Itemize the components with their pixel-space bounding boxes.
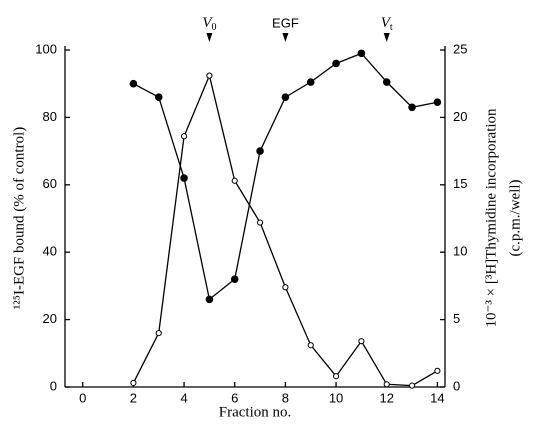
data-point: [307, 342, 314, 349]
y-tick-label: 60: [43, 176, 57, 191]
data-point: [281, 93, 290, 101]
data-point: [358, 338, 365, 345]
x-tick-label: 14: [430, 390, 444, 405]
annotation-arrow: [383, 33, 390, 42]
y2-tick-label: 25: [453, 41, 467, 56]
x-axis-label: Fraction no.: [219, 404, 292, 420]
annotation-label: V: [381, 15, 392, 31]
x-tick-label: 0: [79, 390, 86, 405]
data-point: [180, 133, 188, 140]
annotation-subscript: t: [390, 22, 393, 33]
series-line: [132, 73, 438, 387]
data-point: [382, 78, 391, 86]
y2-axis-label: (c.p.m./well): [507, 179, 523, 256]
data-point: [408, 382, 416, 389]
data-point: [155, 329, 162, 337]
data-point: [205, 295, 214, 304]
y2-axis-label: 10⁻³ × [³H]Thymidine incorporation: [483, 108, 499, 328]
y2-tick-label: 15: [453, 176, 467, 191]
y-tick-label: 100: [35, 41, 57, 56]
data-point: [230, 275, 239, 283]
data-point: [154, 93, 163, 101]
data-point: [332, 59, 340, 68]
data-point: [433, 98, 442, 107]
data-point: [129, 79, 138, 88]
data-point: [332, 373, 340, 380]
y2-tick-label: 0: [453, 378, 460, 393]
y2-tick-label: 10: [453, 244, 467, 259]
annotation: V0: [202, 15, 216, 33]
data-point: [256, 147, 264, 155]
x-tick-label: 6: [231, 390, 238, 405]
annotation-subscript: 0: [211, 22, 216, 33]
annotation-arrow: [282, 33, 289, 42]
data-point: [256, 219, 264, 226]
x-tick-label: 2: [130, 390, 137, 405]
data-point: [231, 177, 238, 184]
y-tick-label: 40: [43, 244, 57, 259]
data-point: [434, 367, 441, 374]
x-tick-label: 4: [180, 390, 187, 405]
data-point: [180, 174, 188, 182]
data-point: [206, 72, 213, 79]
annotation: EGF: [272, 15, 299, 30]
annotation-label: V: [202, 15, 213, 31]
annotation: Vt: [381, 15, 393, 33]
data-point: [408, 103, 416, 112]
x-tick-label: 8: [282, 390, 289, 405]
data-point: [306, 78, 315, 86]
y-tick-label: 80: [43, 109, 57, 124]
x-tick-label: 12: [379, 390, 393, 405]
y2-tick-label: 20: [453, 109, 467, 124]
annotation-arrow: [206, 33, 213, 42]
y-tick-label: 20: [43, 311, 57, 326]
y-axis-label: ¹²⁵I-EGF bound (% of control): [11, 127, 27, 310]
data-point: [383, 381, 390, 388]
data-point: [130, 379, 137, 387]
data-point: [357, 49, 366, 58]
y2-tick-label: 5: [453, 311, 460, 326]
y-tick-label: 0: [50, 378, 57, 393]
x-tick-label: 10: [329, 390, 343, 405]
data-point: [282, 284, 289, 291]
